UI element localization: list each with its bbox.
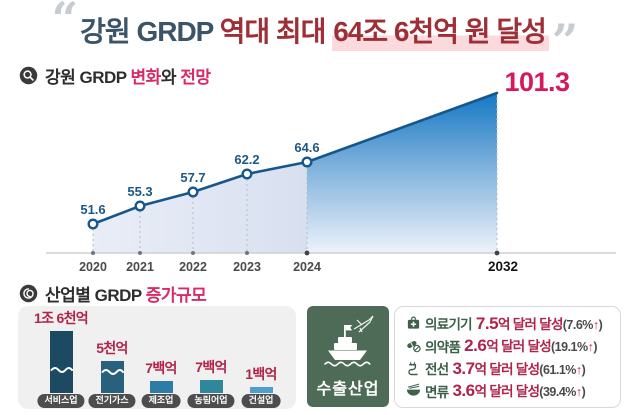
up-arrow-icon: ↑ [575, 385, 582, 400]
export-item-value: 7.5억 달러 달성(7.6%↑) [475, 313, 603, 333]
section1-accent1: 변화 [130, 68, 162, 87]
x-axis-label: 2024 [293, 260, 321, 274]
axis-tick-dot [138, 251, 142, 255]
final-value-label: 101.3 [504, 67, 570, 97]
coin-magnifier-icon [19, 66, 38, 85]
data-point-value: 62.2 [234, 152, 259, 167]
cable-icon [406, 361, 421, 376]
export-item-name: 면류 [425, 384, 449, 400]
up-arrow-icon: ↑ [575, 362, 582, 377]
up-arrow-icon: ↑ [587, 340, 594, 355]
data-point-marker [241, 168, 253, 180]
export-industry-label: 수출산업 [316, 381, 380, 398]
pill-icon [406, 338, 421, 353]
axis-tick-dot [91, 251, 95, 255]
data-point-value: 55.3 [127, 184, 152, 199]
section2-text: 산업별 GRDP [45, 286, 146, 305]
ship-plane-icon [324, 315, 374, 367]
data-point-marker [134, 200, 146, 212]
section-header-grdp-trend: 강원 GRDP 변화와 전망 [19, 63, 211, 88]
x-axis-label: 2032 [488, 259, 518, 274]
data-point-value: 51.6 [80, 202, 105, 217]
export-item-의약품: 의약품 2.6억 달러 달성(19.1%↑) [406, 335, 616, 356]
data-point-value: 64.6 [294, 140, 319, 155]
title-record: 역대 최대 [219, 16, 333, 47]
export-item-name: 의료기기 [425, 317, 473, 333]
data-point-marker [301, 156, 313, 168]
export-industry-badge: 수출산업 [307, 306, 389, 407]
export-item-value: 2.6억 달러 달성(19.1%↑) [464, 336, 598, 356]
axis-tick-dot [494, 250, 500, 256]
export-item-면류: 면류 3.6억 달러 달성(39.4%↑) [406, 380, 616, 401]
x-axis-label: 2023 [233, 260, 261, 274]
up-arrow-icon: ↑ [592, 317, 599, 332]
data-point-marker [187, 186, 199, 198]
axis-tick-dot [304, 250, 310, 256]
title-amount-highlight: 64조 6천억 원 달성 [332, 16, 549, 51]
grdp-line-chart: 51.6 55.3 57.7 62.2 64.6 2020 2021 2022 2023 2024… [30, 85, 620, 280]
data-point-marker [87, 218, 99, 230]
section1-text: 강원 GRDP [45, 68, 131, 87]
export-item-전선: 전선 3.7억 달러 달성(61.1%↑) [406, 358, 616, 379]
bar-chart-panel [18, 306, 296, 409]
noodle-bowl-icon [406, 383, 421, 398]
trend-line [91, 91, 499, 226]
export-item-value: 3.6억 달러 달성(39.4%↑) [452, 381, 586, 401]
export-item-의료기기: 의료기기 7.5억 달러 달성(7.6%↑) [406, 313, 616, 334]
x-axis-label: 2022 [179, 260, 207, 274]
export-item-value: 3.7억 달러 달성(61.1%↑) [452, 358, 586, 378]
export-item-name: 의약품 [425, 339, 461, 355]
axis-tick-dot [191, 251, 195, 255]
section2-accent: 증가규모 [145, 286, 207, 305]
grdp-line-chart-canvas: 51.6 55.3 57.7 62.2 64.6 2020 2021 2022 2023 2024… [46, 91, 616, 274]
spiral-target-icon [19, 284, 38, 303]
axis-tick-dot [245, 251, 249, 255]
export-stats-card: 의료기기 7.5억 달러 달성(7.6%↑) 의약품 2.6억 달러 달성(19.1%… [394, 306, 621, 408]
x-axis-label: 2021 [126, 260, 154, 274]
x-axis-label: 2020 [79, 260, 107, 274]
area-actual [93, 162, 307, 253]
page-title: “강원 GRDP 역대 최대 64조 6천억 원 달성” [51, 0, 579, 68]
section-header-industry-grdp: 산업별 GRDP 증가규모 [19, 281, 207, 306]
export-item-name: 전선 [425, 362, 449, 378]
section1-text2: 와 [160, 68, 181, 87]
section1-accent2: 전망 [180, 68, 211, 87]
title-region: 강원 GRDP [80, 16, 220, 47]
medical-kit-icon [406, 316, 421, 331]
data-point-value: 57.7 [180, 170, 205, 185]
area-forecast [307, 93, 497, 253]
